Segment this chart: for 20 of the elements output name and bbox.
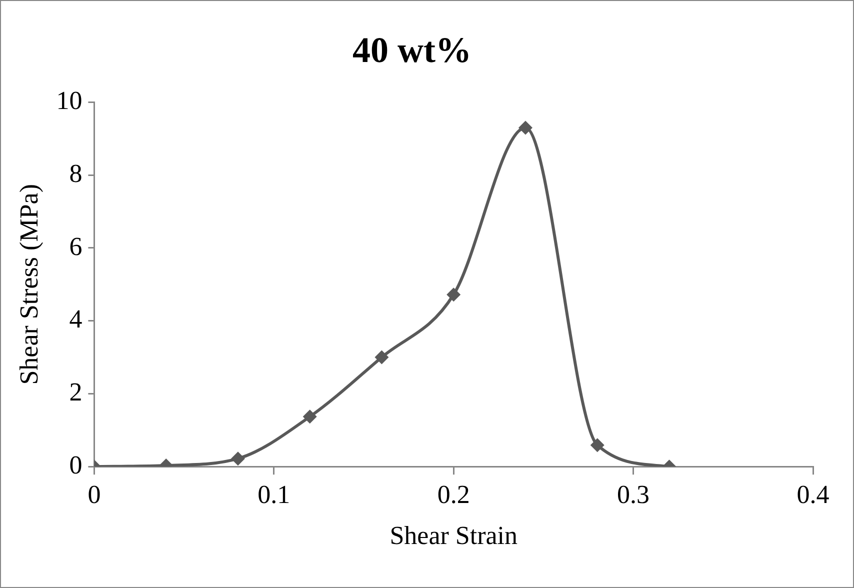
point: [590, 438, 604, 452]
point: [302, 410, 317, 424]
x-axis-title: Shear Strain: [390, 521, 518, 550]
y-tick-label: 4: [69, 304, 82, 334]
x-tick-label: 0.3: [617, 480, 650, 510]
y-tick-label: 6: [69, 232, 82, 261]
point: [518, 120, 532, 135]
y-tick-label: 8: [69, 158, 82, 188]
y-axis-title: Shear Stress (MPa): [14, 184, 44, 385]
x-tick-label: 0.4: [796, 480, 830, 510]
point: [230, 452, 245, 466]
y-tick-label: 2: [69, 378, 82, 407]
x-tick-label: 0: [88, 480, 101, 510]
point: [374, 350, 389, 364]
point: [446, 288, 461, 302]
x-tick-label: 0.1: [258, 480, 290, 510]
y-tick-label: 10: [56, 86, 82, 116]
y-tick-label: 0: [69, 450, 82, 480]
chart-title: 40 wt%: [352, 30, 472, 70]
x-tick-label: 0.2: [437, 480, 470, 510]
